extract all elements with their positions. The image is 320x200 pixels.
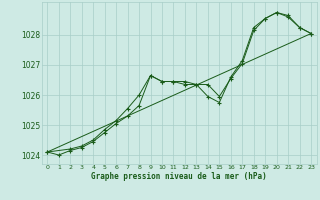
- X-axis label: Graphe pression niveau de la mer (hPa): Graphe pression niveau de la mer (hPa): [91, 172, 267, 181]
